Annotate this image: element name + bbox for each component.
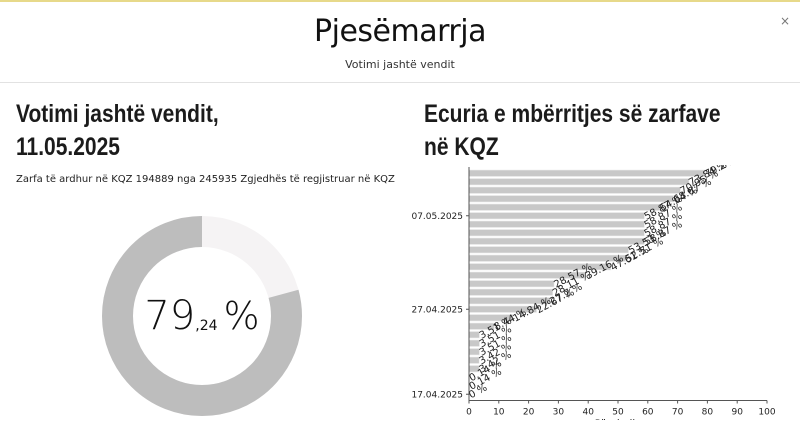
envelopes-description: Zarfa të ardhur në KQZ 194889 nga 245935… [16,174,395,185]
chart-bar [468,186,681,194]
chart-bar [468,178,690,186]
x-tick-label: 10 [493,408,505,418]
x-axis-label: Përqindja [595,419,641,421]
x-tick-label: 20 [523,408,535,418]
x-tick-label: 90 [731,408,743,418]
turnout-title-line2: 11.05.2025 [16,133,120,161]
y-tick-label: 07.05.2025 [411,212,463,222]
chart-bar [468,212,645,220]
donut-percentage: 79 ,24 % [102,216,302,416]
arrival-title-line1: Ecuria e mbërritjes së zarfave [424,100,721,128]
x-tick-label: 80 [702,408,714,418]
chart-bar [468,169,706,177]
chart-bar [468,254,626,262]
donut-fill [102,216,302,416]
x-tick-label: 100 [758,408,775,418]
turnout-title-line1: Votimi jashtë vendit, [16,100,219,128]
chart-bar [468,195,674,203]
x-tick-label: 30 [553,408,565,418]
x-tick-label: 50 [612,408,624,418]
turnout-donut-chart [102,216,302,416]
chart-bar [468,229,645,237]
chart-bar [468,220,645,228]
x-tick-label: 70 [672,408,684,418]
page-title: Pjesëmarrja [314,14,486,49]
percentage-symbol: % [223,294,260,338]
page-subtitle: Votimi jashtë vendit [345,58,455,71]
percentage-integer: 79 [144,293,196,339]
chart-bar [468,280,555,288]
chart-bar [468,246,629,254]
arrival-panel-title: Ecuria e mbërritjes së zarfave në KQZ [424,98,721,164]
turnout-panel-title: Votimi jashtë vendit, 11.05.2025 [16,98,219,164]
modal-header: Pjesëmarrja Votimi jashtë vendit × [0,2,800,83]
chart-bar [468,288,554,296]
arrival-bar-chart: 79.24 %73.84 %70.95 %68.67 %64.04 %58.87… [411,165,775,421]
y-tick-label: 27.04.2025 [411,305,463,315]
x-tick-label: 60 [642,408,654,418]
y-tick-label: 17.04.2025 [411,390,463,400]
x-tick-label: 0 [466,408,472,418]
chart-bar [468,203,661,211]
top-accent-line [0,0,800,2]
close-button[interactable]: × [779,14,791,28]
percentage-decimal: ,24 [195,318,218,334]
x-tick-label: 40 [582,408,594,418]
chart-bar [468,237,645,245]
arrival-title-line2: në KQZ [424,133,499,161]
